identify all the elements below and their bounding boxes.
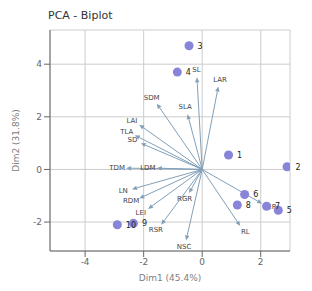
svg-text:TLA: TLA bbox=[119, 128, 133, 136]
svg-text:SL: SL bbox=[192, 66, 200, 74]
svg-text:4: 4 bbox=[36, 59, 42, 69]
svg-text:RSR: RSR bbox=[149, 226, 163, 234]
svg-text:LAR: LAR bbox=[213, 76, 227, 84]
svg-text:9: 9 bbox=[142, 219, 147, 228]
svg-text:-2: -2 bbox=[139, 257, 148, 267]
svg-text:TDM: TDM bbox=[108, 164, 125, 172]
svg-text:Dim1 (45.4%): Dim1 (45.4%) bbox=[139, 273, 201, 283]
svg-text:2: 2 bbox=[296, 163, 301, 172]
svg-text:3: 3 bbox=[198, 42, 203, 51]
svg-text:5: 5 bbox=[287, 206, 292, 215]
svg-text:2: 2 bbox=[258, 257, 264, 267]
svg-text:6: 6 bbox=[253, 190, 258, 199]
svg-text:LN: LN bbox=[119, 187, 128, 195]
svg-text:0: 0 bbox=[36, 165, 42, 175]
svg-text:7: 7 bbox=[275, 202, 280, 211]
svg-text:Dim2 (31.8%): Dim2 (31.8%) bbox=[11, 109, 21, 171]
svg-text:RGR: RGR bbox=[177, 195, 192, 203]
svg-text:RL: RL bbox=[241, 228, 250, 236]
svg-text:SLA: SLA bbox=[179, 103, 193, 111]
svg-text:10: 10 bbox=[126, 221, 136, 230]
svg-text:NSC: NSC bbox=[177, 243, 192, 251]
svg-text:8: 8 bbox=[246, 201, 251, 210]
svg-text:-2: -2 bbox=[33, 217, 42, 227]
svg-text:LEI: LEI bbox=[136, 209, 146, 217]
svg-text:SD: SD bbox=[128, 136, 138, 144]
svg-text:RDM: RDM bbox=[123, 197, 139, 205]
svg-text:4: 4 bbox=[186, 68, 191, 77]
svg-text:LDM: LDM bbox=[140, 164, 155, 172]
html-text:PCA - Biplot: PCA - Biplot bbox=[48, 9, 113, 22]
svg-text:0: 0 bbox=[199, 257, 205, 267]
svg-text:-4: -4 bbox=[81, 257, 90, 267]
svg-text:SDM: SDM bbox=[144, 94, 160, 102]
svg-text:1: 1 bbox=[237, 151, 242, 160]
svg-text:2: 2 bbox=[36, 112, 42, 122]
svg-text:LAI: LAI bbox=[126, 117, 137, 125]
